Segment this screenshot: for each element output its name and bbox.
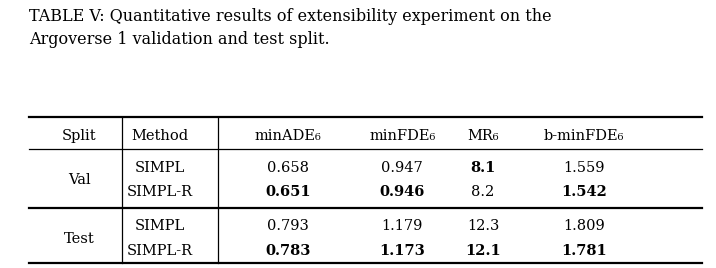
Text: minADE₆: minADE₆ [254, 129, 321, 143]
Text: 0.946: 0.946 [379, 185, 425, 199]
Text: 1.542: 1.542 [561, 185, 607, 199]
Text: 8.1: 8.1 [470, 161, 495, 174]
Text: SIMPL: SIMPL [135, 161, 185, 174]
Text: 1.809: 1.809 [563, 219, 605, 233]
Text: SIMPL-R: SIMPL-R [127, 244, 193, 258]
Text: minFDE₆: minFDE₆ [369, 129, 435, 143]
Text: 12.1: 12.1 [465, 244, 500, 258]
Text: 1.559: 1.559 [563, 161, 604, 174]
Text: 1.173: 1.173 [379, 244, 425, 258]
Text: Val: Val [68, 173, 90, 187]
Text: 12.3: 12.3 [467, 219, 499, 233]
Text: b-minFDE₆: b-minFDE₆ [543, 129, 624, 143]
Text: MR₆: MR₆ [468, 129, 498, 143]
Text: Method: Method [131, 129, 188, 143]
Text: Split: Split [62, 129, 97, 143]
Text: 8.2: 8.2 [471, 185, 495, 199]
Text: 0.658: 0.658 [267, 161, 309, 174]
Text: SIMPL-R: SIMPL-R [127, 185, 193, 199]
Text: Test: Test [64, 232, 95, 245]
Text: SIMPL: SIMPL [135, 219, 185, 233]
Text: 0.947: 0.947 [382, 161, 423, 174]
Text: 0.651: 0.651 [265, 185, 311, 199]
Text: 0.783: 0.783 [265, 244, 311, 258]
Text: 1.781: 1.781 [561, 244, 606, 258]
Text: TABLE V: Quantitative results of extensibility experiment on the
Argoverse 1 val: TABLE V: Quantitative results of extensi… [29, 8, 551, 48]
Text: 1.179: 1.179 [382, 219, 423, 233]
Text: 0.793: 0.793 [267, 219, 309, 233]
